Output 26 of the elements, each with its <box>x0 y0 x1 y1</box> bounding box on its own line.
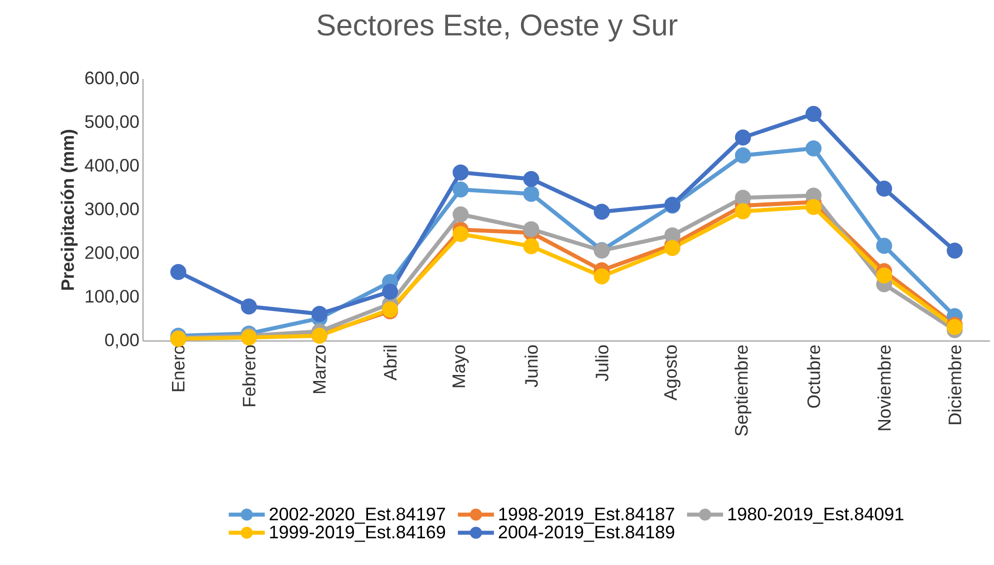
y-tick-label: 400,00 <box>84 158 139 174</box>
y-tick-label: 100,00 <box>86 290 139 305</box>
x-tick-label: Marzo <box>313 345 326 394</box>
x-tick-label: Julio <box>595 345 608 382</box>
x-tick-label: Septiembre <box>734 345 752 436</box>
x-tick-label: Noviembre <box>878 345 891 430</box>
y-tick-label: 300,00 <box>85 202 139 218</box>
legend-label: 2002-2020_Est.84197 <box>270 508 445 524</box>
y-axis-title: Precipitación (mm) <box>60 130 78 290</box>
x-tick-label: Diciembre <box>948 345 962 424</box>
legend-label: 2004-2019_Est.84189 <box>498 526 674 542</box>
y-tick-label: 500,00 <box>85 115 139 130</box>
y-tick-label: 600,00 <box>85 72 139 86</box>
x-tick-label: Octubre <box>806 345 820 408</box>
legend-label: 1999-2019_Est.84169 <box>270 526 446 542</box>
y-tick-label: 200,00 <box>85 246 139 262</box>
chart-title: Sectores Este, Oeste y Sur <box>317 14 678 42</box>
y-tick-label: 0,00 <box>105 334 139 348</box>
legend-label: 1998-2019_Est.84187 <box>499 508 674 524</box>
x-tick-label: Abril <box>383 346 397 380</box>
x-tick-label: Mayo <box>452 345 469 388</box>
x-tick-label: Febrero <box>242 345 256 406</box>
legend-label: 1980-2019_Est.84091 <box>728 508 904 524</box>
x-tick-label: Junio <box>524 345 538 388</box>
x-tick-label: Agosto <box>664 345 680 401</box>
x-tick-label: Enero <box>172 345 185 392</box>
